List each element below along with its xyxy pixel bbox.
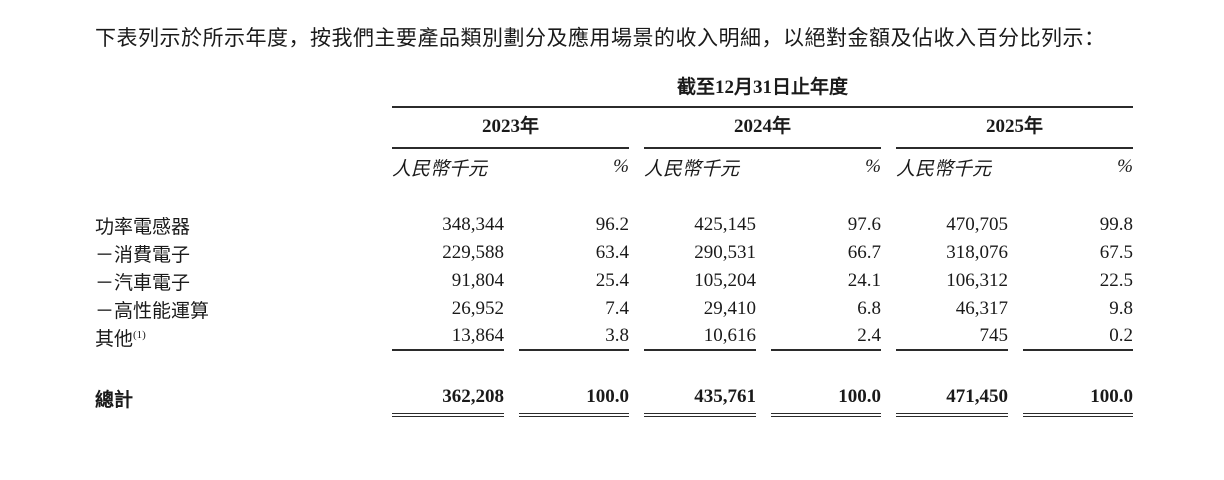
intro-paragraph: 下表列示於所示年度，按我們主要產品類別劃分及應用場景的收入明細，以絕對金額及佔收… bbox=[95, 26, 1106, 50]
percent-label: % bbox=[613, 156, 629, 177]
amount-cell: 290,531 bbox=[694, 242, 756, 263]
amount-cell: 105,204 bbox=[694, 270, 756, 291]
revenue-breakdown-table: 截至12月31日止年度 2023年 2024年 2025年 人民幣千元 % 人民… bbox=[80, 72, 1148, 417]
unit-label: 人民幣千元 bbox=[644, 158, 740, 180]
percent-cell: 67.5 bbox=[1099, 242, 1133, 263]
table-row-automotive-electronics: －汽車電子 91,804 25.4 105,204 24.1 106,312 2… bbox=[95, 267, 1133, 295]
empty-cell bbox=[95, 72, 377, 108]
row-label: 功率電感器 bbox=[95, 216, 191, 238]
spacer-row bbox=[95, 351, 1133, 379]
period-header: 截至12月31日止年度 bbox=[392, 72, 1133, 108]
amount-cell: 425,145 bbox=[694, 214, 756, 235]
percent-cell: 7.4 bbox=[605, 298, 629, 319]
unit-label: 人民幣千元 bbox=[896, 158, 992, 180]
total-amount-cell: 362,208 bbox=[392, 379, 504, 417]
year-header-2023: 2023年 bbox=[392, 108, 629, 149]
amount-cell: 13,864 bbox=[392, 323, 504, 351]
row-label: 其他(1) bbox=[95, 323, 377, 351]
row-label: －高性能運算 bbox=[95, 300, 210, 322]
percent-label: % bbox=[865, 156, 881, 177]
percent-cell: 24.1 bbox=[847, 270, 881, 291]
total-percent-cell: 100.0 bbox=[519, 379, 629, 417]
row-label-text: 其他 bbox=[95, 328, 134, 350]
amount-cell: 348,344 bbox=[442, 214, 504, 235]
amount-cell: 10,616 bbox=[644, 323, 756, 351]
spacer-row bbox=[95, 185, 1133, 211]
amount-cell: 29,410 bbox=[703, 298, 756, 319]
total-percent-cell: 100.0 bbox=[771, 379, 881, 417]
total-amount-cell: 471,450 bbox=[896, 379, 1008, 417]
percent-cell: 2.4 bbox=[771, 323, 881, 351]
percent-cell: 63.4 bbox=[595, 242, 629, 263]
amount-cell: 91,804 bbox=[451, 270, 504, 291]
unit-header-row: 人民幣千元 % 人民幣千元 % 人民幣千元 % bbox=[95, 149, 1133, 185]
percent-cell: 0.2 bbox=[1023, 323, 1133, 351]
total-amount-cell: 435,761 bbox=[644, 379, 756, 417]
percent-cell: 99.8 bbox=[1099, 214, 1133, 235]
percent-cell: 3.8 bbox=[519, 323, 629, 351]
total-label: 總計 bbox=[95, 390, 134, 411]
percent-cell: 96.2 bbox=[595, 214, 629, 235]
amount-cell: 26,952 bbox=[451, 298, 504, 319]
unit-label: 人民幣千元 bbox=[392, 158, 488, 180]
amount-cell: 229,588 bbox=[442, 242, 504, 263]
table-row-high-performance-computing: －高性能運算 26,952 7.4 29,410 6.8 46,317 9.8 bbox=[95, 295, 1133, 323]
period-header-row: 截至12月31日止年度 bbox=[95, 72, 1133, 108]
row-label: －消費電子 bbox=[95, 244, 191, 266]
percent-cell: 66.7 bbox=[847, 242, 881, 263]
amount-cell: 106,312 bbox=[946, 270, 1008, 291]
percent-cell: 97.6 bbox=[847, 214, 881, 235]
year-header-row: 2023年 2024年 2025年 bbox=[95, 108, 1133, 149]
table-row-others: 其他(1) 13,864 3.8 10,616 2.4 745 0.2 bbox=[95, 323, 1133, 351]
amount-cell: 318,076 bbox=[946, 242, 1008, 263]
table-row-consumer-electronics: －消費電子 229,588 63.4 290,531 66.7 318,076 … bbox=[95, 239, 1133, 267]
amount-cell: 46,317 bbox=[955, 298, 1008, 319]
percent-label: % bbox=[1117, 156, 1133, 177]
footnote-marker: (1) bbox=[133, 328, 146, 341]
empty-cell bbox=[95, 108, 377, 149]
total-percent-cell: 100.0 bbox=[1023, 379, 1133, 417]
empty-cell bbox=[95, 149, 377, 185]
table-row-total: 總計 362,208 100.0 435,761 100.0 471,450 1… bbox=[95, 379, 1133, 417]
percent-cell: 22.5 bbox=[1099, 270, 1133, 291]
year-header-2024: 2024年 bbox=[644, 108, 881, 149]
percent-cell: 9.8 bbox=[1109, 298, 1133, 319]
table-row-power-inductors: 功率電感器 348,344 96.2 425,145 97.6 470,705 … bbox=[95, 211, 1133, 239]
amount-cell: 470,705 bbox=[946, 214, 1008, 235]
percent-cell: 6.8 bbox=[857, 298, 881, 319]
percent-cell: 25.4 bbox=[595, 270, 629, 291]
amount-cell: 745 bbox=[896, 323, 1008, 351]
year-header-2025: 2025年 bbox=[896, 108, 1133, 149]
row-label: －汽車電子 bbox=[95, 272, 191, 294]
